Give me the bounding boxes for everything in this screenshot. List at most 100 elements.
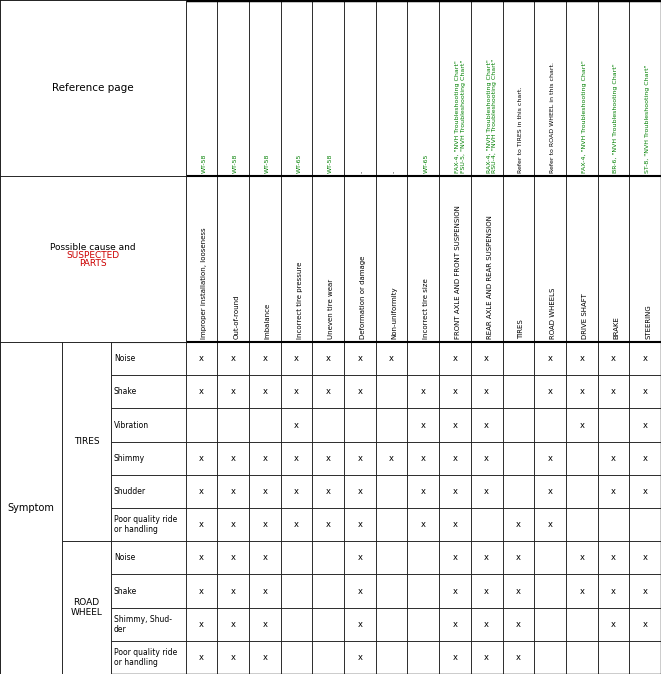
Text: Symptom: Symptom [8, 503, 55, 513]
Bar [407, 342, 439, 375]
Bar [502, 641, 534, 674]
Text: x: x [199, 653, 204, 662]
Bar [111, 607, 186, 641]
Bar [62, 176, 111, 342]
Text: RAX-4, "NVH Troubleshooting Chart"
RSU-4, "NVH Troubleshooting Chart": RAX-4, "NVH Troubleshooting Chart" RSU-4… [486, 59, 498, 173]
Bar [534, 342, 566, 375]
Text: x: x [579, 388, 584, 396]
Bar [0, 375, 62, 408]
Text: x: x [453, 653, 457, 662]
Bar [111, 574, 186, 607]
Bar [249, 508, 281, 541]
Text: x: x [358, 619, 362, 629]
Bar [0, 0, 186, 176]
Bar [502, 176, 534, 342]
Bar [313, 375, 344, 408]
Bar [598, 474, 629, 508]
Text: x: x [485, 454, 489, 463]
Text: x: x [199, 520, 204, 529]
Text: x: x [485, 487, 489, 496]
Text: SUSPECTED: SUSPECTED [66, 251, 120, 259]
Bar [344, 641, 375, 674]
Bar [629, 508, 661, 541]
Bar [439, 541, 471, 574]
Bar [375, 375, 407, 408]
Bar [439, 441, 471, 474]
Bar [313, 0, 344, 176]
Bar [344, 607, 375, 641]
Bar [598, 375, 629, 408]
Text: x: x [358, 487, 362, 496]
Bar [0, 342, 62, 375]
Text: x: x [294, 421, 299, 429]
Bar [0, 574, 62, 607]
Bar [407, 408, 439, 441]
Text: x: x [611, 586, 616, 596]
Text: x: x [231, 487, 236, 496]
Bar [281, 375, 313, 408]
Text: STEERING: STEERING [645, 304, 651, 339]
Text: x: x [516, 619, 521, 629]
Bar [281, 641, 313, 674]
Bar [0, 508, 62, 541]
Text: Refer to ROAD WHEEL in this chart.: Refer to ROAD WHEEL in this chart. [550, 62, 555, 173]
Bar [534, 441, 566, 474]
Bar [249, 342, 281, 375]
Text: Deformation or damage: Deformation or damage [360, 255, 366, 339]
Bar [629, 474, 661, 508]
Bar [249, 574, 281, 607]
Text: x: x [579, 354, 584, 363]
Bar [566, 541, 598, 574]
Text: x: x [516, 586, 521, 596]
Bar [439, 574, 471, 607]
Text: Possible cause and: Possible cause and [50, 243, 136, 251]
Bar [375, 574, 407, 607]
Bar [502, 375, 534, 408]
Text: ROAD
WHEEL: ROAD WHEEL [71, 598, 102, 617]
Bar [375, 441, 407, 474]
Bar [111, 342, 186, 375]
Bar [629, 574, 661, 607]
Text: TIRES: TIRES [74, 437, 99, 446]
Bar [186, 342, 217, 375]
Text: x: x [421, 520, 426, 529]
Text: Refer to TIRES in this chart.: Refer to TIRES in this chart. [518, 87, 524, 173]
Bar [407, 607, 439, 641]
Bar [313, 176, 344, 342]
Bar [344, 342, 375, 375]
Bar [407, 474, 439, 508]
Text: BR-6, "NVH Troubleshooting Chart": BR-6, "NVH Troubleshooting Chart" [613, 63, 619, 173]
Bar [471, 574, 502, 607]
Bar [313, 441, 344, 474]
Bar [217, 508, 249, 541]
Text: Incorrect tire pressure: Incorrect tire pressure [297, 262, 303, 339]
Text: x: x [199, 553, 204, 562]
Text: x: x [611, 619, 616, 629]
Text: x: x [389, 454, 394, 463]
Bar [598, 541, 629, 574]
Text: WT-65: WT-65 [297, 154, 301, 173]
Bar [217, 441, 249, 474]
Bar [629, 641, 661, 674]
Bar [566, 441, 598, 474]
Text: x: x [547, 354, 553, 363]
Text: x: x [421, 421, 426, 429]
Bar [471, 508, 502, 541]
Bar [534, 607, 566, 641]
Bar [111, 474, 186, 508]
Text: x: x [358, 454, 362, 463]
Bar [313, 541, 344, 574]
Bar [534, 176, 566, 342]
Text: x: x [642, 553, 648, 562]
Bar [598, 641, 629, 674]
Bar [471, 641, 502, 674]
Bar [566, 508, 598, 541]
Bar [534, 375, 566, 408]
Bar [375, 607, 407, 641]
Bar [534, 474, 566, 508]
Text: x: x [358, 388, 362, 396]
Bar [111, 0, 186, 176]
Bar [629, 375, 661, 408]
Bar [249, 375, 281, 408]
Bar [249, 607, 281, 641]
